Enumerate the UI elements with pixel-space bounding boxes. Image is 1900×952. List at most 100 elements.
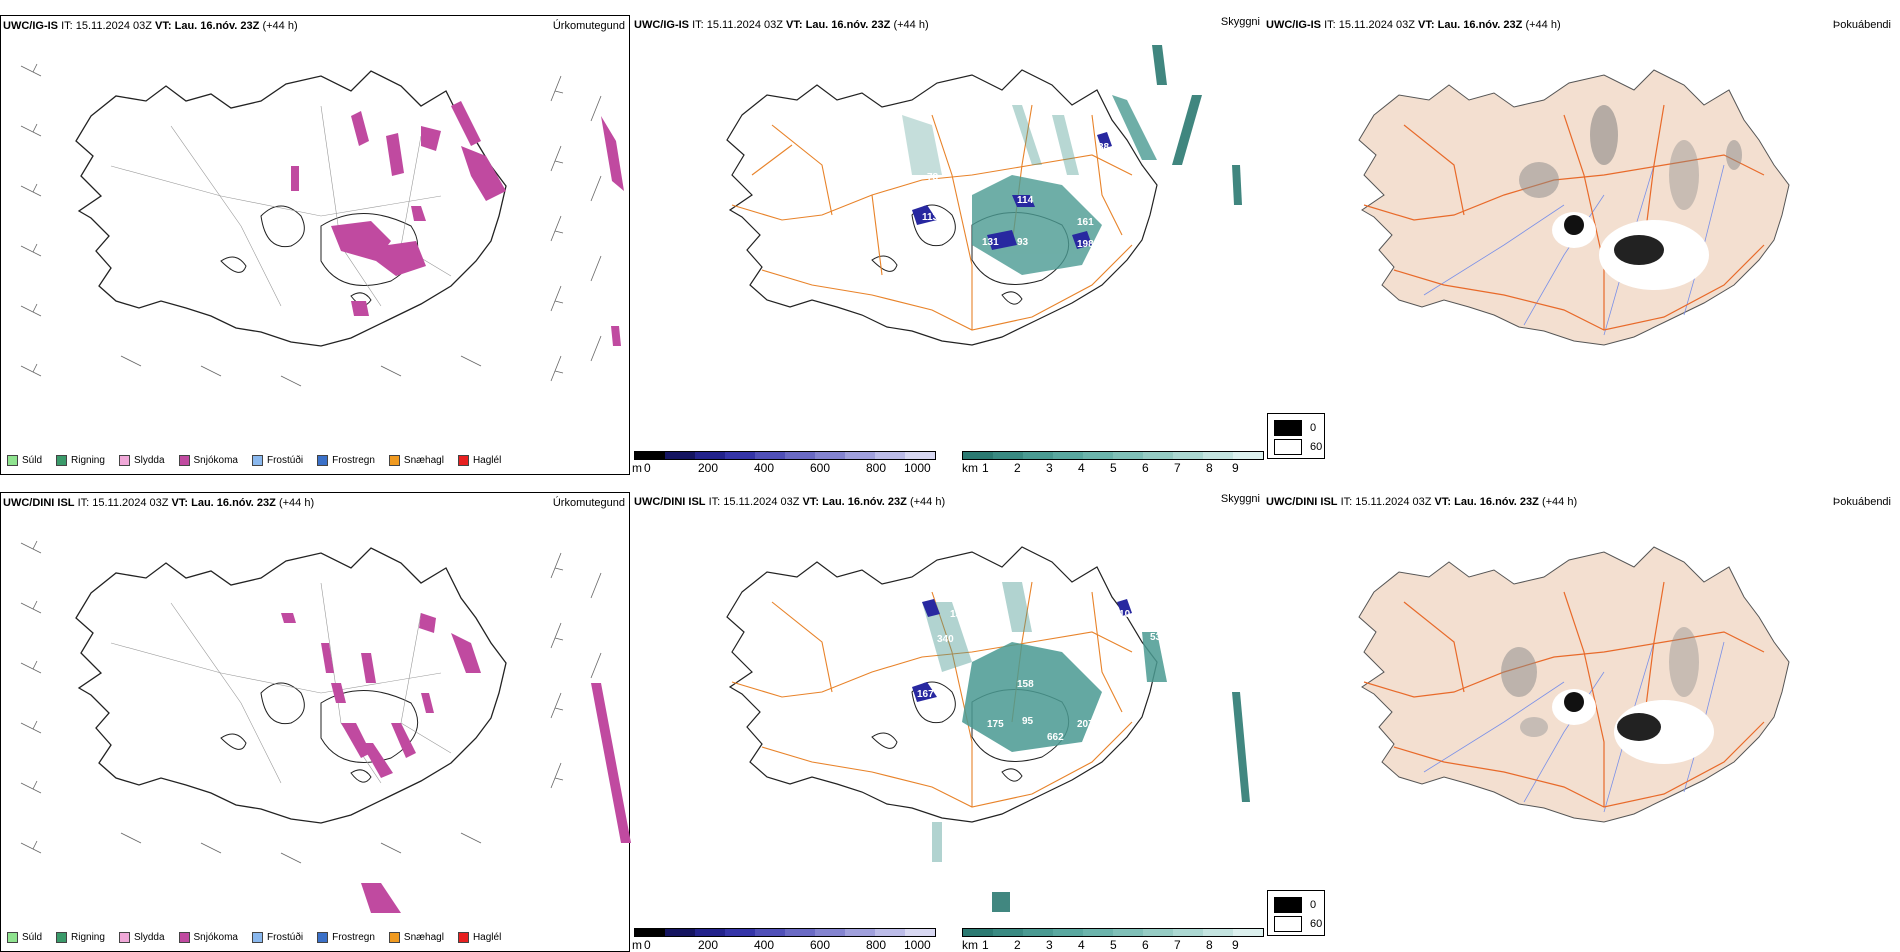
colorbar-segment: [905, 929, 935, 936]
legend-item: Rigning: [56, 932, 105, 943]
svg-text:110: 110: [1114, 609, 1131, 620]
colorbar-segment: [875, 452, 905, 459]
sun-legend: 0 60: [1267, 890, 1325, 936]
precip-map: [20, 63, 624, 387]
colorbar-segment: [725, 929, 755, 936]
legend-item: Súld: [7, 455, 42, 466]
fog-panel-bottom: UWC/DINI ISL IT: 15.11.2024 03Z VT: Lau.…: [1264, 492, 1894, 952]
svg-text:175: 175: [987, 719, 1004, 730]
colorbar-segment: [1203, 929, 1233, 936]
colorbar-segment: [815, 452, 845, 459]
colorbar-segment: [993, 929, 1023, 936]
panel-header: UWC/IG-IS IT: 15.11.2024 03Z VT: Lau. 16…: [634, 19, 929, 31]
colorbar-segment: [1233, 452, 1263, 459]
colorbar-segment: [695, 452, 725, 459]
svg-text:207: 207: [1077, 719, 1094, 730]
colorbar-segment: [1083, 929, 1113, 936]
colorbar-segment: [1113, 452, 1143, 459]
colorbar-segment: [1233, 929, 1263, 936]
precip-legend: Súld Rigning Slydda Snjókoma Frostúði Fr…: [7, 455, 501, 466]
precip-legend: Súld Rigning Slydda Snjókoma Frostúði Fr…: [7, 932, 501, 943]
legend-item: Slydda: [118, 932, 165, 943]
panel-title: Úrkomutegund: [552, 497, 625, 509]
svg-text:340: 340: [937, 634, 954, 645]
wind-barbs: [20, 540, 602, 864]
cloud-map: 158 340 167 175 95 207 662 110 53 134: [726, 546, 1250, 912]
colorbar-segment: [1053, 929, 1083, 936]
svg-text:131: 131: [982, 237, 999, 248]
svg-text:113: 113: [922, 212, 939, 223]
colorbar-segment: [845, 452, 875, 459]
colorbar-segment: [1053, 452, 1083, 459]
colorbar-segment: [815, 929, 845, 936]
colorbar-segment: [905, 452, 935, 459]
legend-item: Snæhagl: [388, 455, 444, 466]
cloud-panel-top: UWC/IG-IS IT: 15.11.2024 03Z VT: Lau. 16…: [632, 15, 1325, 475]
svg-text:161: 161: [1077, 217, 1094, 228]
colorbar-segment: [963, 929, 993, 936]
legend-item: Haglél: [457, 455, 501, 466]
lowcloud-areas: [912, 132, 1112, 250]
legend-item: Súld: [7, 932, 42, 943]
legend-item: Snæhagl: [388, 932, 444, 943]
colorbar-segment: [1023, 929, 1053, 936]
panel-header: UWC/IG-IS IT: 15.11.2024 03Z VT: Lau. 16…: [1266, 19, 1561, 31]
legend-item: Haglél: [457, 932, 501, 943]
legend-item: Frostregn: [317, 932, 375, 943]
cloud-panel-bottom: UWC/DINI ISL IT: 15.11.2024 03Z VT: Lau.…: [632, 492, 1325, 952]
svg-text:662: 662: [1047, 732, 1064, 743]
lowcloud-areas: [912, 599, 1132, 702]
legend-item: Frostregn: [317, 455, 375, 466]
svg-text:134: 134: [950, 609, 967, 620]
legend-item: Frostúði: [251, 932, 303, 943]
colorbar-segment: [845, 929, 875, 936]
colorbar-segment: [993, 452, 1023, 459]
fog-map: [1358, 69, 1790, 346]
panel-header: UWC/IG-IS IT: 15.11.2024 03Z VT: Lau. 16…: [3, 20, 298, 32]
legend-item: Frostúði: [251, 455, 303, 466]
fog-panel-top: UWC/IG-IS IT: 15.11.2024 03Z VT: Lau. 16…: [1264, 15, 1894, 475]
svg-text:95: 95: [1022, 716, 1034, 727]
panel-title: Úrkomutegund: [552, 20, 625, 32]
colorbar-segment: [725, 452, 755, 459]
panel-header: UWC/DINI ISL IT: 15.11.2024 03Z VT: Lau.…: [3, 497, 315, 509]
colorbar-segment: [875, 929, 905, 936]
svg-text:198: 198: [1077, 239, 1094, 250]
cloud-map: 113 78 114 93 131 161 198 38: [726, 45, 1242, 346]
colorbar-segment: [665, 929, 695, 936]
colorbar-segment: [635, 452, 665, 459]
cloudbase-areas: [902, 95, 1157, 275]
wind-barbs: [20, 63, 602, 387]
fog-map: [1358, 546, 1790, 823]
precip-map: [20, 540, 631, 913]
colorbar-segment: [1023, 452, 1053, 459]
colorbar-segment: [1113, 929, 1143, 936]
colorbar-segment: [755, 452, 785, 459]
panel-header: UWC/DINI ISL IT: 15.11.2024 03Z VT: Lau.…: [634, 496, 946, 508]
svg-text:93: 93: [1017, 237, 1029, 248]
legend-item: Snjókoma: [178, 932, 238, 943]
precip-panel-top: UWC/IG-IS IT: 15.11.2024 03Z VT: Lau. 16…: [0, 15, 630, 475]
svg-text:38: 38: [1098, 142, 1110, 153]
colorbar-segment: [1203, 452, 1233, 459]
precip-panel-bottom: UWC/DINI ISL IT: 15.11.2024 03Z VT: Lau.…: [0, 492, 631, 952]
colorbar-segment: [1173, 452, 1203, 459]
roads: [1363, 581, 1765, 808]
colorbar-segment: [665, 452, 695, 459]
colorbar-segment: [1173, 929, 1203, 936]
svg-text:114: 114: [1017, 195, 1034, 206]
colorbar-segment: [1083, 452, 1113, 459]
colorbar-segment: [695, 929, 725, 936]
svg-text:167: 167: [917, 689, 934, 700]
colorbar-segment: [785, 929, 815, 936]
snow-areas: [291, 101, 506, 316]
colorbar-segment: [785, 452, 815, 459]
panel-title: Þokuábendi: [1832, 19, 1891, 31]
fog-shading: [1519, 105, 1742, 290]
svg-text:78: 78: [927, 172, 939, 183]
legend-item: Snjókoma: [178, 455, 238, 466]
panel-title: Þokuábendi: [1832, 496, 1891, 508]
colorbar-segment: [635, 929, 665, 936]
colorbar-segment: [1143, 929, 1173, 936]
fog-shading: [1501, 627, 1714, 764]
